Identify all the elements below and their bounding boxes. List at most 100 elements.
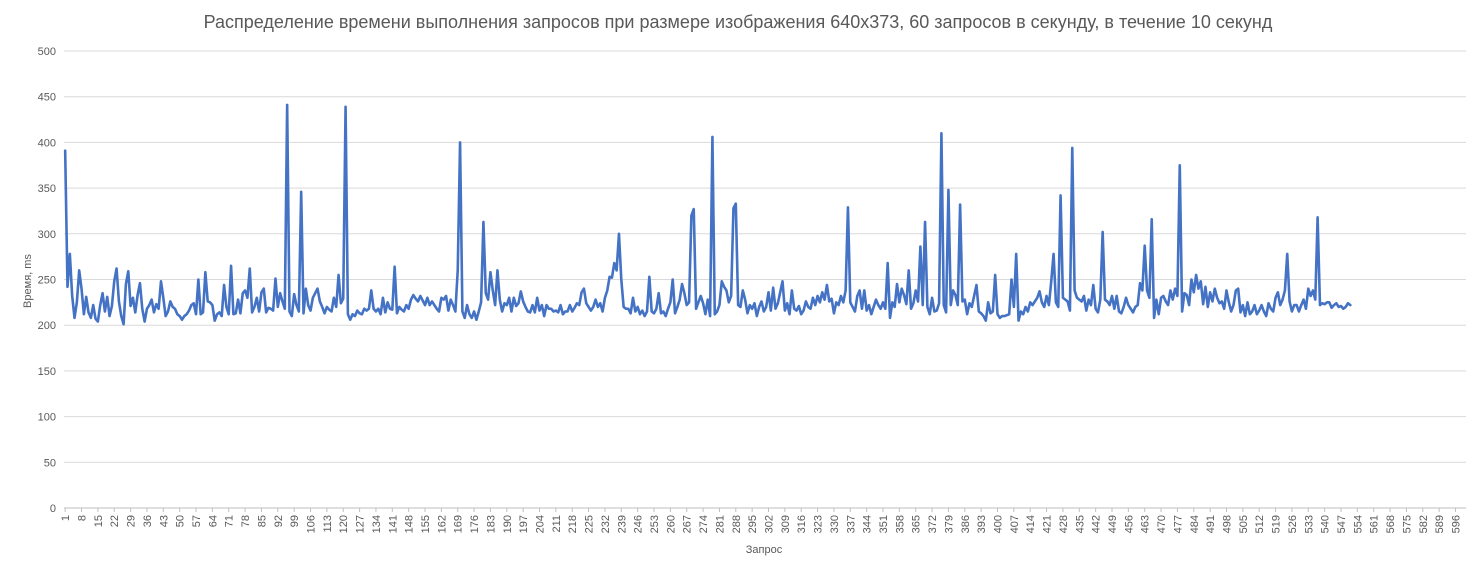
x-tick-label: 344 <box>862 515 874 533</box>
x-tick-label: 463 <box>1140 515 1152 533</box>
x-tick-label: 1 <box>60 515 72 521</box>
x-tick-label: 533 <box>1303 515 1315 533</box>
x-tick-label: 358 <box>894 515 906 533</box>
x-tick-label: 176 <box>469 515 481 533</box>
y-tick-label: 450 <box>38 92 56 104</box>
chart-title: Распределение времени выполнения запросо… <box>204 12 1273 32</box>
x-tick-label: 393 <box>976 515 988 533</box>
x-tick-label: 218 <box>567 515 579 533</box>
x-tick-label: 561 <box>1369 515 1381 533</box>
x-tick-label: 232 <box>600 515 612 533</box>
x-tick-label: 78 <box>240 515 252 527</box>
x-tick-label: 50 <box>175 515 187 527</box>
gridlines <box>64 50 1466 509</box>
x-tick-label: 589 <box>1434 515 1446 533</box>
x-tick-label: 127 <box>355 515 367 533</box>
x-tick-label: 379 <box>943 515 955 533</box>
x-tick-label: 267 <box>682 515 694 533</box>
y-tick-label: 300 <box>38 229 56 241</box>
x-tick-label: 435 <box>1074 515 1086 533</box>
x-tick-label: 372 <box>927 515 939 533</box>
x-tick-label: 547 <box>1336 515 1348 533</box>
x-tick-label: 568 <box>1385 515 1397 533</box>
x-tick-label: 57 <box>191 515 203 527</box>
x-tick-label: 43 <box>158 515 170 527</box>
y-tick-label: 0 <box>50 503 56 515</box>
x-tick-label: 99 <box>289 515 301 527</box>
x-tick-label: 470 <box>1156 515 1168 533</box>
x-tick-label: 400 <box>992 515 1004 533</box>
x-tick-label: 526 <box>1287 515 1299 533</box>
x-tick-label: 323 <box>813 515 825 533</box>
x-tick-label: 407 <box>1009 515 1021 533</box>
x-tick-label: 302 <box>764 515 776 533</box>
x-tick-label: 281 <box>714 515 726 533</box>
y-tick-label: 400 <box>38 137 56 149</box>
x-tick-label: 309 <box>780 515 792 533</box>
x-tick-label: 29 <box>126 515 138 527</box>
x-tick-label: 141 <box>387 515 399 533</box>
x-tick-label: 190 <box>502 515 514 533</box>
y-tick-label: 200 <box>38 320 56 332</box>
x-tick-label: 253 <box>649 515 661 533</box>
y-tick-label: 150 <box>38 366 56 378</box>
x-tick-label: 274 <box>698 515 710 533</box>
y-axis-ticks: 0 50 100 150 200 250 300 350 400 450 500 <box>38 46 56 515</box>
x-tick-label: 260 <box>665 515 677 533</box>
x-tick-label: 204 <box>535 515 547 533</box>
x-tick-label: 365 <box>911 515 923 533</box>
x-tick-label: 106 <box>306 515 318 533</box>
x-tick-label: 85 <box>256 515 268 527</box>
x-tick-label: 113 <box>322 515 334 533</box>
x-tick-label: 540 <box>1320 515 1332 533</box>
x-tick-label: 582 <box>1418 515 1430 533</box>
x-tick-label: 351 <box>878 515 890 533</box>
x-tick-label: 148 <box>404 515 416 533</box>
x-tick-label: 211 <box>551 515 563 533</box>
x-tick-label: 505 <box>1238 515 1250 533</box>
x-tick-label: 428 <box>1058 515 1070 533</box>
y-tick-label: 100 <box>38 412 56 424</box>
x-tick-label: 225 <box>584 515 596 533</box>
x-tick-label: 71 <box>224 515 236 527</box>
x-tick-label: 498 <box>1221 515 1233 533</box>
x-tick-label: 120 <box>338 515 350 533</box>
x-axis-ticks: 1 8 15 22 29 36 43 50 57 64 71 78 85 92 99 106 113 120 127… <box>60 508 1462 533</box>
y-axis-label: Время, ms <box>22 254 34 308</box>
x-tick-label: 330 <box>829 515 841 533</box>
x-tick-label: 183 <box>485 515 497 533</box>
x-tick-label: 197 <box>518 515 530 533</box>
x-tick-label: 484 <box>1189 515 1201 533</box>
series-line-0 <box>63 103 1352 326</box>
x-tick-label: 449 <box>1107 515 1119 533</box>
x-axis-label: Запрос <box>746 544 783 556</box>
x-tick-label: 22 <box>109 515 121 527</box>
x-tick-label: 64 <box>207 515 219 527</box>
x-tick-label: 519 <box>1271 515 1283 533</box>
x-tick-label: 575 <box>1401 515 1413 533</box>
y-tick-label: 250 <box>38 275 56 287</box>
x-tick-label: 8 <box>77 515 89 521</box>
x-tick-label: 134 <box>371 515 383 533</box>
x-tick-label: 246 <box>633 515 645 533</box>
x-tick-label: 491 <box>1205 515 1217 533</box>
x-tick-label: 316 <box>796 515 808 533</box>
x-tick-label: 337 <box>845 515 857 533</box>
x-tick-label: 169 <box>453 515 465 533</box>
y-tick-label: 50 <box>44 457 56 469</box>
x-tick-label: 512 <box>1254 515 1266 533</box>
x-tick-label: 456 <box>1123 515 1135 533</box>
x-tick-label: 92 <box>273 515 285 527</box>
x-tick-label: 554 <box>1352 515 1364 533</box>
y-tick-label: 500 <box>38 46 56 58</box>
series-layer <box>63 103 1352 326</box>
x-tick-label: 596 <box>1450 515 1462 533</box>
x-tick-label: 36 <box>142 515 154 527</box>
x-tick-label: 421 <box>1042 515 1054 533</box>
x-tick-label: 155 <box>420 515 432 533</box>
x-tick-label: 295 <box>747 515 759 533</box>
x-tick-label: 288 <box>731 515 743 533</box>
x-tick-label: 477 <box>1172 515 1184 533</box>
